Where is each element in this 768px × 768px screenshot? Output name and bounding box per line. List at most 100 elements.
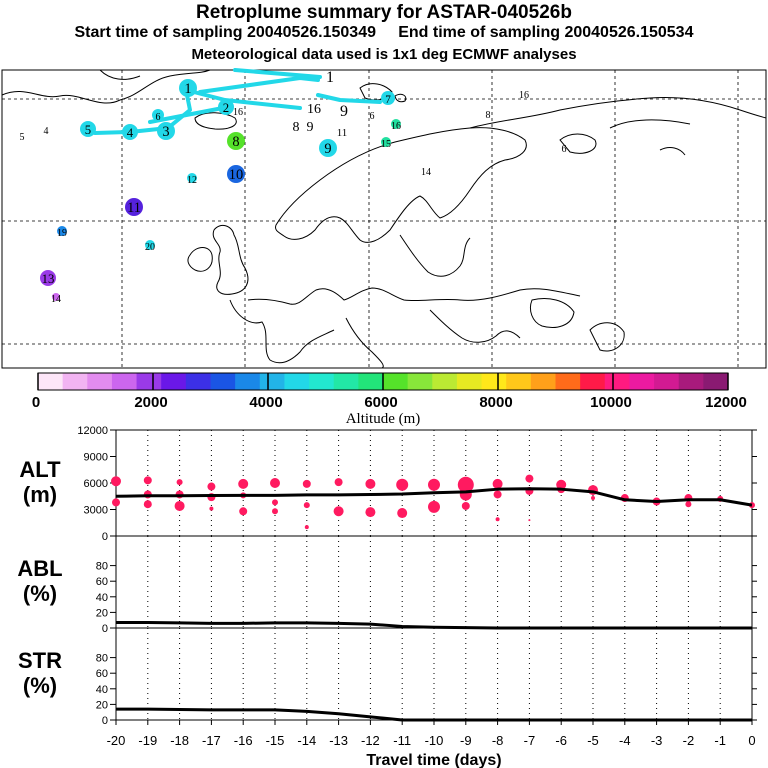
colorbar-swatch (580, 373, 606, 390)
trajectory-marker-label: 16 (391, 121, 401, 132)
trajectory-marker-label: 6 (156, 112, 161, 123)
altitude-cluster-point (238, 478, 249, 489)
panel-label: (%) (23, 581, 57, 606)
altitude-cluster-point (334, 478, 343, 487)
y-tick-label: 80 (96, 653, 108, 665)
trajectory-marker-label: 13 (42, 272, 55, 286)
series-line (116, 621, 752, 630)
trajectory-marker (122, 124, 138, 140)
chart-title: Retroplume summary for ASTAR-040526b (196, 2, 572, 23)
trajectory-marker-label: 10 (229, 167, 243, 183)
trajectory-marker-label: 1 (184, 81, 191, 97)
x-tick-label: -20 (107, 733, 126, 748)
trajectory-marker (391, 119, 401, 129)
trajectory-marker (80, 121, 96, 137)
trajectory-marker-label: 16 (307, 102, 321, 117)
altitude-cluster-point (209, 506, 214, 511)
colorbar-swatch (259, 373, 285, 390)
trajectory-marker-label: 19 (57, 228, 67, 239)
altitude-cluster-point (457, 476, 474, 493)
colorbar-tick-label: 0 (32, 394, 40, 411)
colorbar-swatch (309, 373, 335, 390)
altitude-cluster-point (396, 478, 409, 491)
colorbar-swatch (481, 373, 507, 390)
panel-label: (m) (23, 482, 57, 507)
y-tick-label: 3000 (84, 505, 108, 517)
colorbar-swatch (555, 373, 581, 390)
trajectory-marker-label: 11 (127, 200, 141, 216)
trajectory-marker (227, 165, 245, 183)
trajectory-marker (381, 91, 395, 105)
trajectory-marker-label: 14 (51, 294, 61, 305)
altitude-cluster-point (270, 478, 280, 488)
altitude-cluster-point (303, 502, 310, 509)
altitude-cluster-point (492, 478, 503, 489)
trajectory-marker-label: 4 (44, 126, 49, 137)
altitude-cluster-point (461, 501, 470, 510)
altitude-cluster-point (493, 490, 502, 499)
x-tick-label: -18 (170, 733, 189, 748)
trajectory-marker-label: 8 (293, 120, 300, 135)
altitude-cluster-point (428, 478, 440, 491)
y-tick-label: 60 (96, 576, 108, 588)
trajectory-marker-label: 8 (486, 110, 491, 121)
y-tick-label: 12000 (77, 425, 108, 437)
colorbar-swatch (358, 373, 384, 390)
colorbar-swatch (506, 373, 532, 390)
panel-label: STR (18, 648, 62, 673)
x-tick-label: -19 (138, 733, 157, 748)
altitude-cluster-point (174, 500, 185, 511)
colorbar-swatch (210, 373, 236, 390)
trajectory-marker-label: 5 (85, 123, 91, 137)
trajectory-marker (179, 79, 197, 97)
met-data-note: Meteorological data used is 1x1 deg ECMW… (191, 46, 577, 63)
y-tick-label: 60 (96, 668, 108, 680)
y-tick-label: 20 (96, 699, 108, 711)
y-tick-label: 6000 (84, 478, 108, 490)
altitude-cluster-point (591, 496, 595, 501)
colorbar-tick-label: 6000 (364, 394, 397, 411)
trajectory-marker-label: 20 (145, 242, 155, 253)
panel-abl: 80 60 40 20 0 ABL(%) (17, 535, 757, 635)
x-tick-label: -13 (329, 733, 348, 748)
colorbar-swatch (87, 373, 113, 390)
colorbar-swatch (654, 373, 680, 390)
altitude-cluster-point (304, 525, 309, 530)
altitude-cluster-point (272, 508, 278, 515)
trajectory-marker (157, 122, 175, 140)
altitude-cluster-point (112, 498, 120, 507)
trajectory-marker-label: 4 (127, 126, 134, 140)
trajectory-marker-label: 14 (421, 167, 431, 178)
trajectory-marker (218, 99, 234, 115)
series-line (115, 487, 753, 507)
trajectory-marker-label: 11 (337, 127, 348, 139)
colorbar-swatch (284, 373, 310, 390)
trajectory-marker-label: 7 (385, 94, 391, 106)
trajectory-marker-label: 3 (162, 124, 169, 140)
altitude-cluster-point (272, 499, 278, 506)
colorbar-swatch (38, 373, 64, 390)
x-tick-label: -9 (460, 733, 472, 748)
y-tick-label: 9000 (84, 452, 108, 464)
colorbar-axis-label: Altitude (m) (346, 411, 421, 427)
coastlines (1, 69, 767, 369)
trajectory-marker-label: 9 (340, 103, 348, 120)
x-tick-label: -2 (683, 733, 695, 748)
colorbar-swatch (136, 373, 162, 390)
trajectory-marker-label: 6 (370, 111, 375, 122)
x-tick-label: -4 (619, 733, 631, 748)
altitude-cluster-point (365, 478, 376, 489)
panel-label: ABL (17, 556, 62, 581)
altitude-cluster-point (685, 501, 692, 508)
colorbar-tick-label: 10000 (590, 394, 632, 411)
trajectory-marker-label: 16 (233, 107, 243, 118)
trajectory-marker (125, 198, 143, 216)
y-tick-label: 0 (102, 623, 108, 635)
trajectory-marker-label: 12 (187, 175, 197, 186)
y-tick-label: 40 (96, 684, 108, 696)
trajectory-marker (52, 293, 60, 301)
x-tick-label: -11 (393, 733, 411, 748)
x-tick-label: -5 (587, 733, 599, 748)
x-axis-title: Travel time (days) (366, 752, 501, 768)
